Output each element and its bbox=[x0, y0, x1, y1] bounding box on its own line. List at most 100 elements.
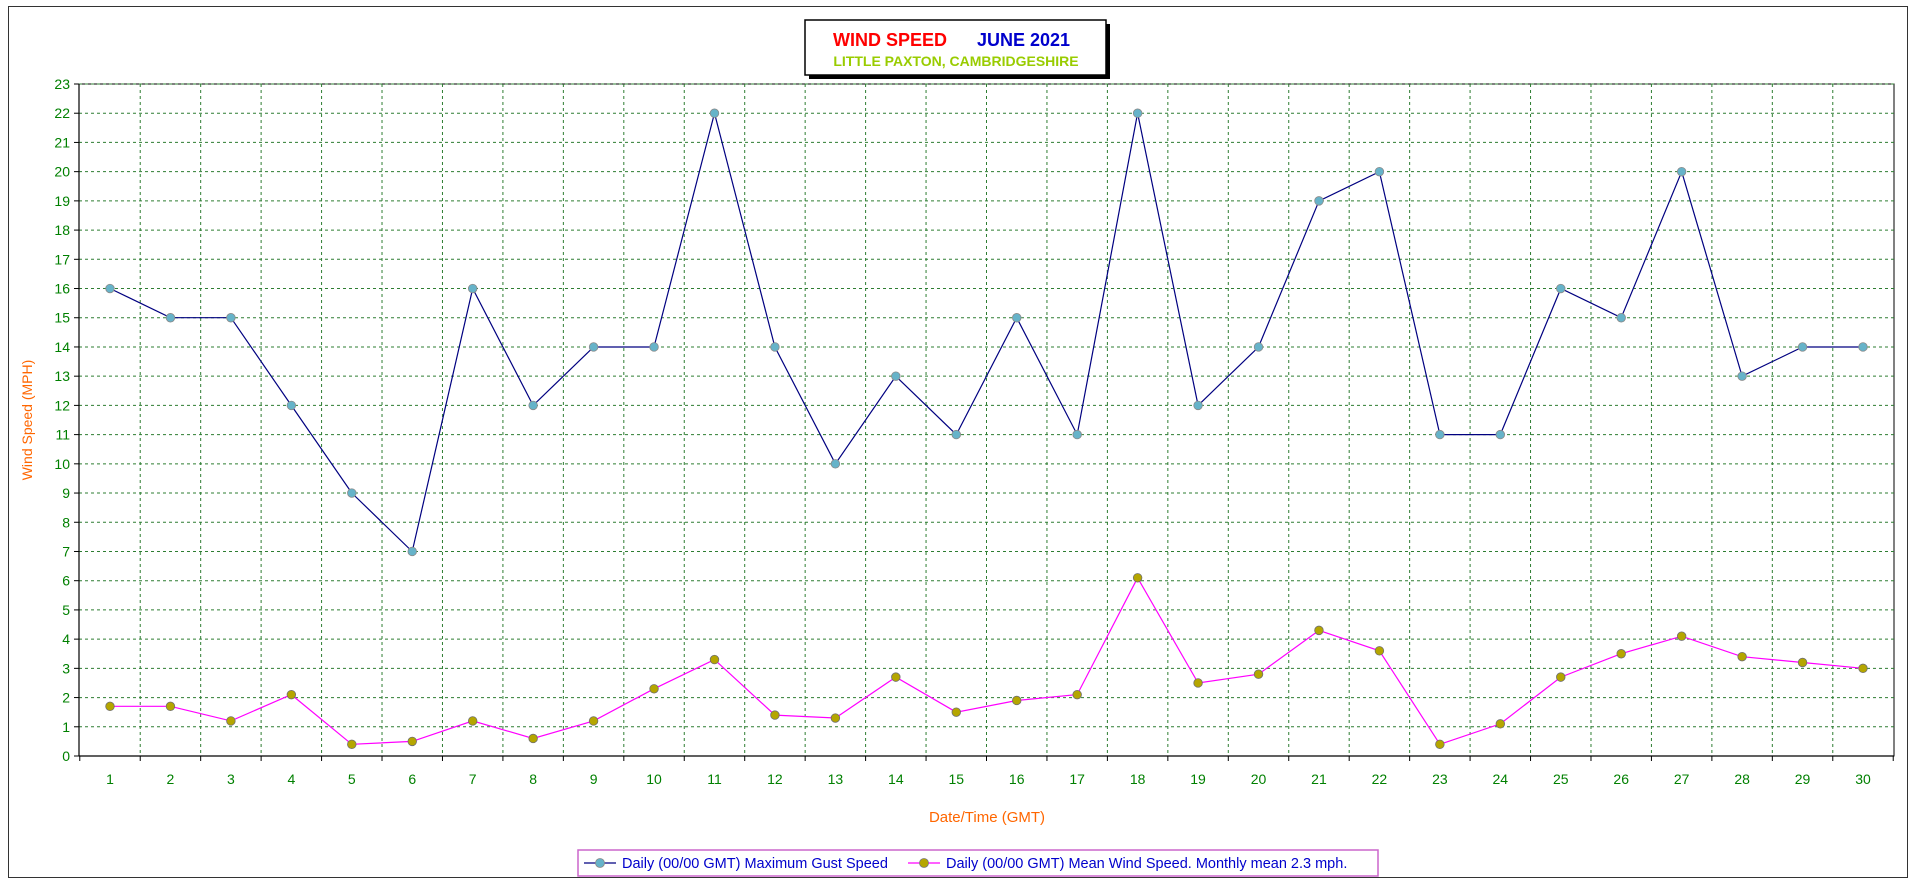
mean-speed-point bbox=[1314, 625, 1324, 636]
x-tick-label: 21 bbox=[1311, 771, 1327, 787]
x-tick-label: 20 bbox=[1251, 771, 1267, 787]
title-box: WIND SPEED JUNE 2021 LITTLE PAXTON, CAMB… bbox=[804, 19, 1110, 79]
mean-speed-point bbox=[528, 733, 538, 744]
y-tick-label: 12 bbox=[54, 397, 70, 413]
gust-speed-point bbox=[1858, 342, 1868, 352]
mean-speed-point bbox=[1132, 573, 1143, 583]
gust-speed-point bbox=[105, 283, 115, 294]
mean-speed-point bbox=[1435, 739, 1445, 750]
mean-speed-point bbox=[1858, 663, 1868, 674]
x-tick-label: 1 bbox=[106, 771, 114, 787]
gust-speed-point bbox=[528, 400, 538, 411]
y-axis-title: Wind Speed (MPH) bbox=[19, 360, 35, 481]
y-tick-label: 20 bbox=[54, 164, 70, 180]
gust-speed-point bbox=[1314, 196, 1324, 206]
x-tick-label: 5 bbox=[348, 771, 356, 787]
mean-speed-point bbox=[1676, 631, 1687, 641]
x-tick-label: 19 bbox=[1190, 771, 1206, 787]
y-tick-label: 8 bbox=[62, 514, 70, 530]
mean-speed-point bbox=[830, 713, 841, 723]
legend-gust-marker bbox=[595, 858, 605, 868]
x-tick-label: 12 bbox=[767, 771, 783, 787]
gust-speed-point bbox=[588, 342, 599, 352]
x-tick-label: 9 bbox=[590, 771, 598, 787]
y-tick-label: 1 bbox=[62, 719, 70, 735]
mean-speed-point bbox=[226, 716, 236, 726]
mean-speed-point bbox=[286, 689, 297, 700]
mean-speed-point bbox=[891, 672, 901, 682]
legend-mean-label: Daily (00/00 GMT) Mean Wind Speed. Month… bbox=[946, 856, 1347, 872]
mean-speed-point bbox=[407, 736, 417, 747]
y-tick-label: 19 bbox=[54, 193, 70, 209]
gust-speed-point bbox=[1556, 283, 1566, 294]
legend-mean-marker bbox=[919, 858, 929, 868]
mean-speed-point bbox=[1495, 719, 1506, 729]
mean-speed-point bbox=[1253, 669, 1264, 679]
x-tick-label: 27 bbox=[1674, 771, 1690, 787]
mean-speed-point bbox=[951, 707, 961, 717]
mean-speed-point bbox=[467, 716, 478, 726]
x-tick-label: 25 bbox=[1553, 771, 1569, 787]
x-tick-label: 22 bbox=[1372, 771, 1388, 787]
x-tick-label: 14 bbox=[888, 771, 904, 787]
gust-speed-point bbox=[709, 108, 720, 118]
gust-speed-point bbox=[1676, 166, 1687, 177]
mean-speed-point bbox=[649, 684, 659, 694]
x-tick-label: 18 bbox=[1130, 771, 1146, 787]
x-tick-label: 16 bbox=[1009, 771, 1025, 787]
y-tick-label: 17 bbox=[54, 251, 70, 267]
gust-speed-point bbox=[1737, 371, 1747, 381]
gust-speed-point bbox=[1072, 429, 1082, 440]
gust-speed-point bbox=[1797, 342, 1808, 352]
x-tick-label: 10 bbox=[646, 771, 662, 787]
mean-speed-point bbox=[1193, 678, 1203, 688]
chart-title-part1: WIND SPEED bbox=[833, 30, 947, 50]
mean-speed-point bbox=[1012, 695, 1022, 706]
title-box-background bbox=[804, 19, 1107, 76]
chart-frame bbox=[8, 6, 1908, 878]
mean-speed-point bbox=[1072, 689, 1082, 700]
x-tick-label: 15 bbox=[948, 771, 964, 787]
gust-speed-point bbox=[891, 371, 901, 381]
x-tick-label: 29 bbox=[1795, 771, 1811, 787]
y-tick-label: 7 bbox=[62, 543, 70, 559]
x-tick-label: 4 bbox=[287, 771, 295, 787]
gust-speed-point bbox=[1374, 166, 1385, 177]
legend-gust-label: Daily (00/00 GMT) Maximum Gust Speed bbox=[622, 856, 888, 872]
x-tick-label: 3 bbox=[227, 771, 235, 787]
gust-speed-point bbox=[347, 488, 357, 498]
mean-speed-point bbox=[347, 739, 357, 750]
x-tick-label: 28 bbox=[1734, 771, 1750, 787]
x-tick-label: 26 bbox=[1613, 771, 1629, 787]
legend-box bbox=[577, 849, 1379, 877]
gust-speed-point bbox=[770, 342, 780, 352]
y-tick-label: 5 bbox=[62, 602, 70, 618]
x-tick-label: 23 bbox=[1432, 771, 1448, 787]
y-tick-label: 14 bbox=[54, 339, 70, 355]
x-tick-label: 24 bbox=[1493, 771, 1509, 787]
gust-speed-line bbox=[109, 110, 1863, 553]
y-tick-label: 2 bbox=[62, 690, 70, 706]
gust-speed-point bbox=[165, 313, 176, 323]
chart-title-part2: JUNE 2021 bbox=[977, 30, 1070, 50]
mean-speed-point bbox=[165, 701, 176, 712]
y-tick-label: 21 bbox=[54, 134, 70, 150]
gust-speed-point bbox=[1193, 400, 1203, 411]
y-tick-label: 6 bbox=[62, 573, 70, 589]
mean-speed-point bbox=[1374, 646, 1385, 656]
x-tick-label: 8 bbox=[529, 771, 537, 787]
y-tick-label: 22 bbox=[54, 105, 70, 121]
gust-speed-point bbox=[467, 283, 478, 294]
x-tick-label: 13 bbox=[828, 771, 844, 787]
gust-speed-point bbox=[1132, 108, 1143, 118]
x-tick-label: 17 bbox=[1069, 771, 1085, 787]
grid-lines bbox=[79, 83, 1894, 756]
gust-speed-point bbox=[1616, 313, 1626, 323]
x-tick-label: 2 bbox=[167, 771, 175, 787]
y-tick-label: 10 bbox=[54, 456, 70, 472]
x-axis-title: Date/Time (GMT) bbox=[929, 809, 1045, 826]
mean-speed-point bbox=[1797, 657, 1808, 668]
gust-speed-point bbox=[407, 546, 417, 557]
